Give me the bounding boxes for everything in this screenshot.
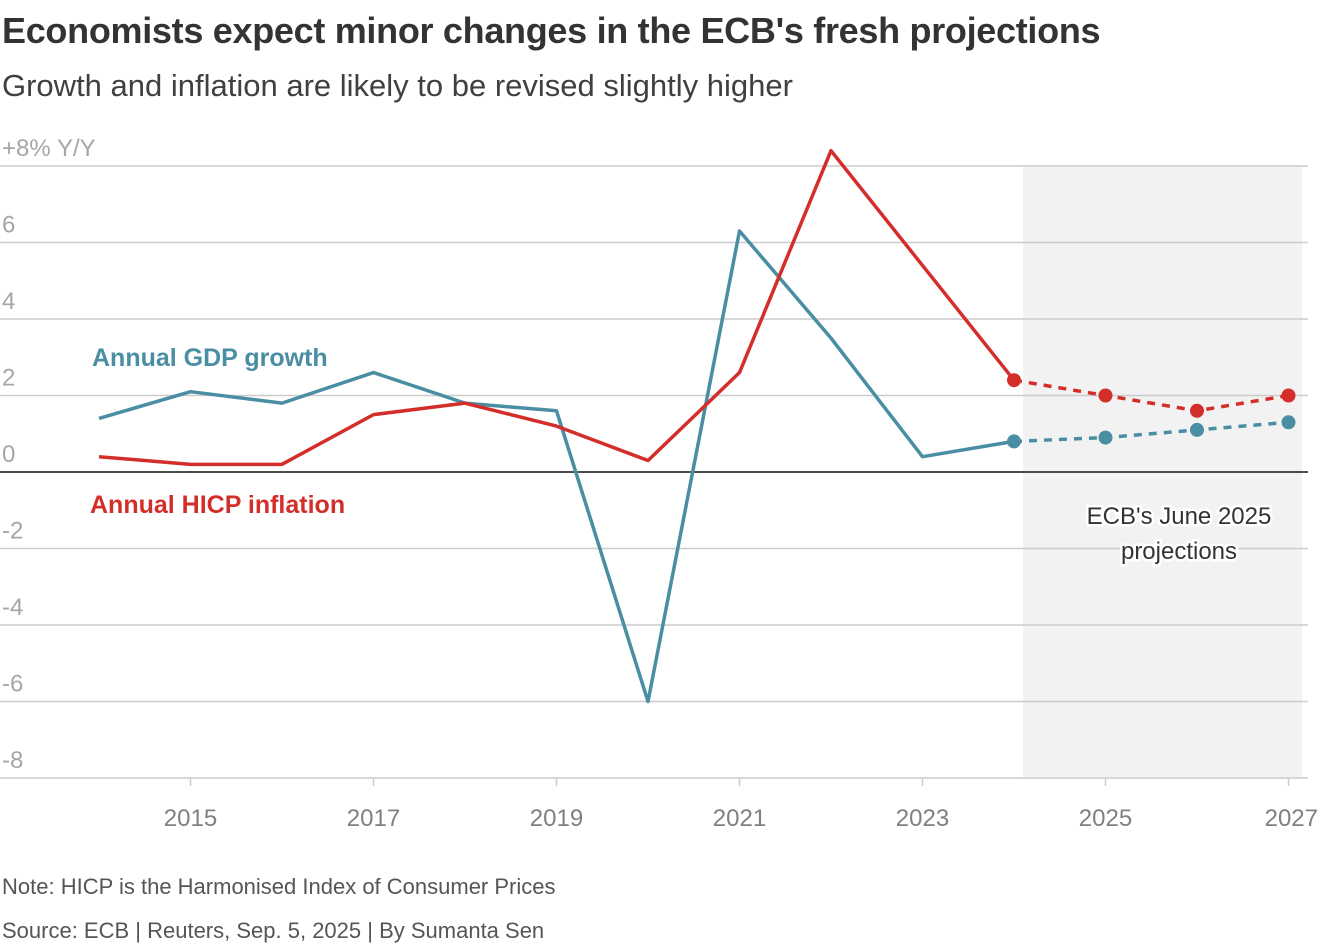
y-tick-label: -6 [2, 671, 23, 698]
chart-title: Economists expect minor changes in the E… [2, 10, 1101, 51]
x-tick-label: 2025 [1079, 805, 1132, 832]
x-tick-label: 2017 [347, 805, 400, 832]
hicp-projection-point [1281, 388, 1296, 403]
gdp-projection-point [1098, 430, 1113, 445]
y-tick-label: +8% Y/Y [2, 135, 96, 162]
hicp-series-line [98, 148, 1016, 467]
projection-annotation: projections [1121, 538, 1237, 565]
x-tick-label: 2019 [530, 805, 583, 832]
projection-annotation: ECB's June 2025 [1087, 503, 1272, 530]
gdp-projection-point [1190, 422, 1204, 437]
y-tick-label: -2 [2, 518, 23, 545]
hicp-projection-line [1013, 378, 1289, 413]
gdp-projection-point [1007, 434, 1021, 449]
gdp-series-label: Annual GDP growth [92, 344, 328, 372]
y-tick-label: 0 [2, 441, 15, 468]
hicp-projection-point [1098, 388, 1113, 403]
gdp-series-line [98, 229, 1015, 704]
y-tick-label: 6 [2, 212, 15, 239]
y-tick-label: 4 [2, 288, 15, 315]
gdp-projection-point [1281, 415, 1296, 430]
y-tick-label: -8 [2, 747, 23, 774]
x-tick-label: 2015 [164, 805, 217, 832]
footnote: Note: HICP is the Harmonised Index of Co… [2, 874, 556, 899]
source-line: Source: ECB | Reuters, Sep. 5, 2025 | By… [2, 918, 545, 943]
hicp-projection-point [1007, 373, 1021, 388]
y-tick-label: 2 [2, 365, 15, 392]
x-tick-label: 2021 [713, 805, 766, 832]
x-tick-label: 2027 [1265, 805, 1318, 832]
chart-subtitle: Growth and inflation are likely to be re… [2, 68, 793, 103]
gdp-projection-line [1013, 420, 1289, 444]
hicp-projection-point [1190, 403, 1204, 418]
line-chart: +8% Y/Y 6 4 2 0 -2 -4 -6 -8 2015 2017 2019 2021 2023 2… [0, 135, 1318, 832]
hicp-series-label: Annual HICP inflation [90, 491, 345, 519]
y-tick-label: -4 [2, 594, 23, 621]
x-tick-label: 2023 [896, 805, 949, 832]
